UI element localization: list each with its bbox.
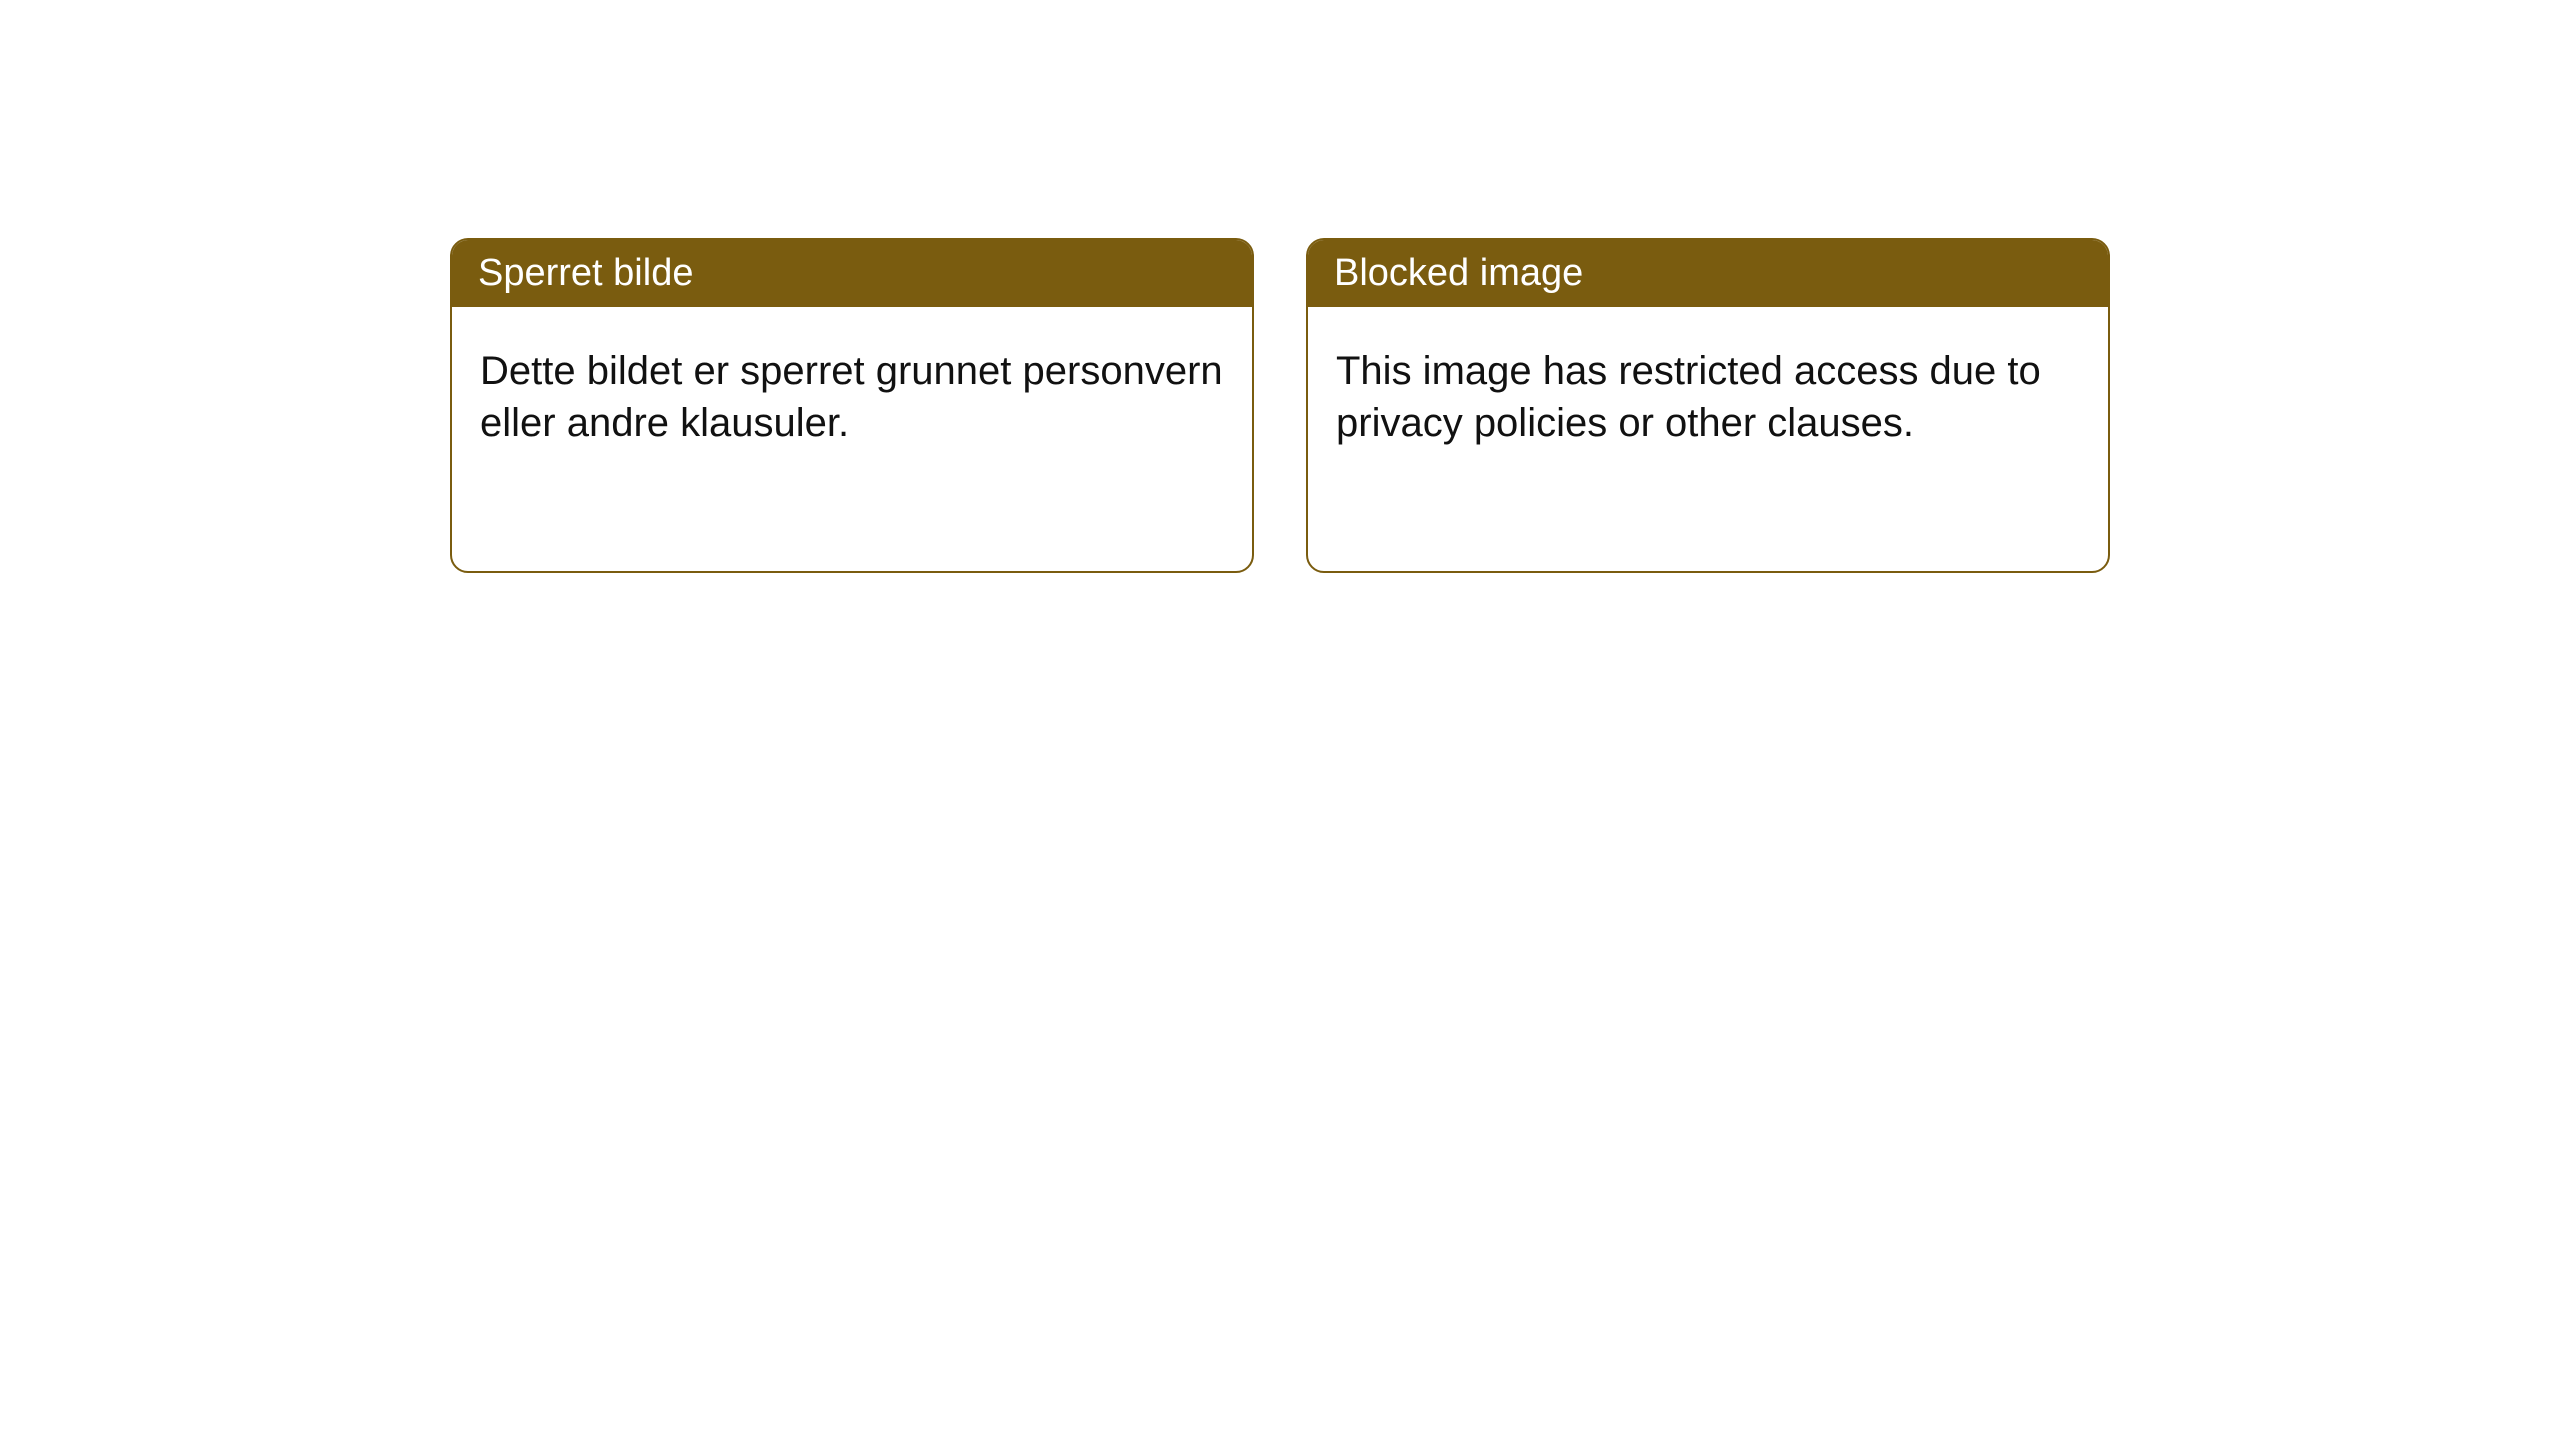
card-message-en: This image has restricted access due to … <box>1308 307 2108 488</box>
card-message-no: Dette bildet er sperret grunnet personve… <box>452 307 1252 488</box>
card-header-no: Sperret bilde <box>452 240 1252 307</box>
card-header-en: Blocked image <box>1308 240 2108 307</box>
notice-container: Sperret bilde Dette bildet er sperret gr… <box>450 238 2110 573</box>
blocked-image-card-no: Sperret bilde Dette bildet er sperret gr… <box>450 238 1254 573</box>
blocked-image-card-en: Blocked image This image has restricted … <box>1306 238 2110 573</box>
